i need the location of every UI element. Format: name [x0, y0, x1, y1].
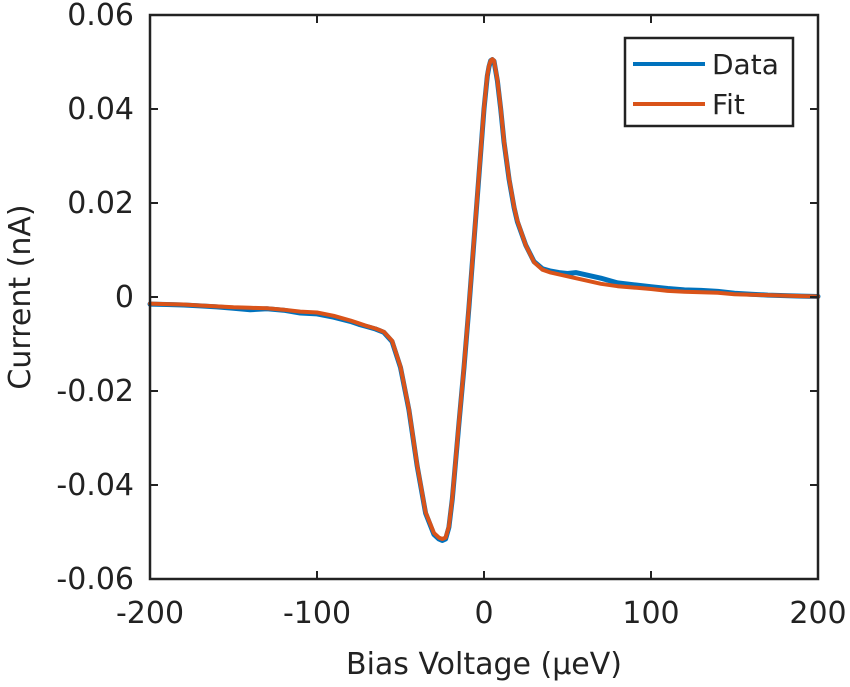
y-tick-label: -0.06 [56, 562, 134, 597]
y-tick-label: 0.02 [67, 186, 134, 221]
x-axis-label: Bias Voltage (µeV) [346, 647, 622, 682]
legend: Data Fit [623, 36, 795, 128]
ticks-layer: -200 -100 0 100 200 -0.06 -0.04 -0.02 0 0.02 0.04 0… [56, 0, 846, 631]
y-tick-label: 0.06 [67, 0, 134, 33]
y-tick-label: 0.04 [67, 92, 134, 127]
x-tick-label: 100 [622, 596, 679, 631]
x-tick-label: -100 [283, 596, 351, 631]
y-tick-label: -0.04 [56, 468, 134, 503]
legend-label-data: Data [712, 48, 779, 81]
y-axis-label: Current (nA) [3, 204, 38, 389]
x-tick-label: 200 [789, 596, 846, 631]
x-tick-label: -200 [116, 596, 184, 631]
y-tick-label: -0.02 [56, 374, 134, 409]
legend-box [623, 36, 795, 128]
legend-label-fit: Fit [712, 88, 745, 121]
series-line-fit [148, 57, 820, 541]
series-layer [147, 57, 821, 543]
y-tick-label: 0 [115, 280, 134, 315]
x-tick-label: 0 [474, 596, 493, 631]
